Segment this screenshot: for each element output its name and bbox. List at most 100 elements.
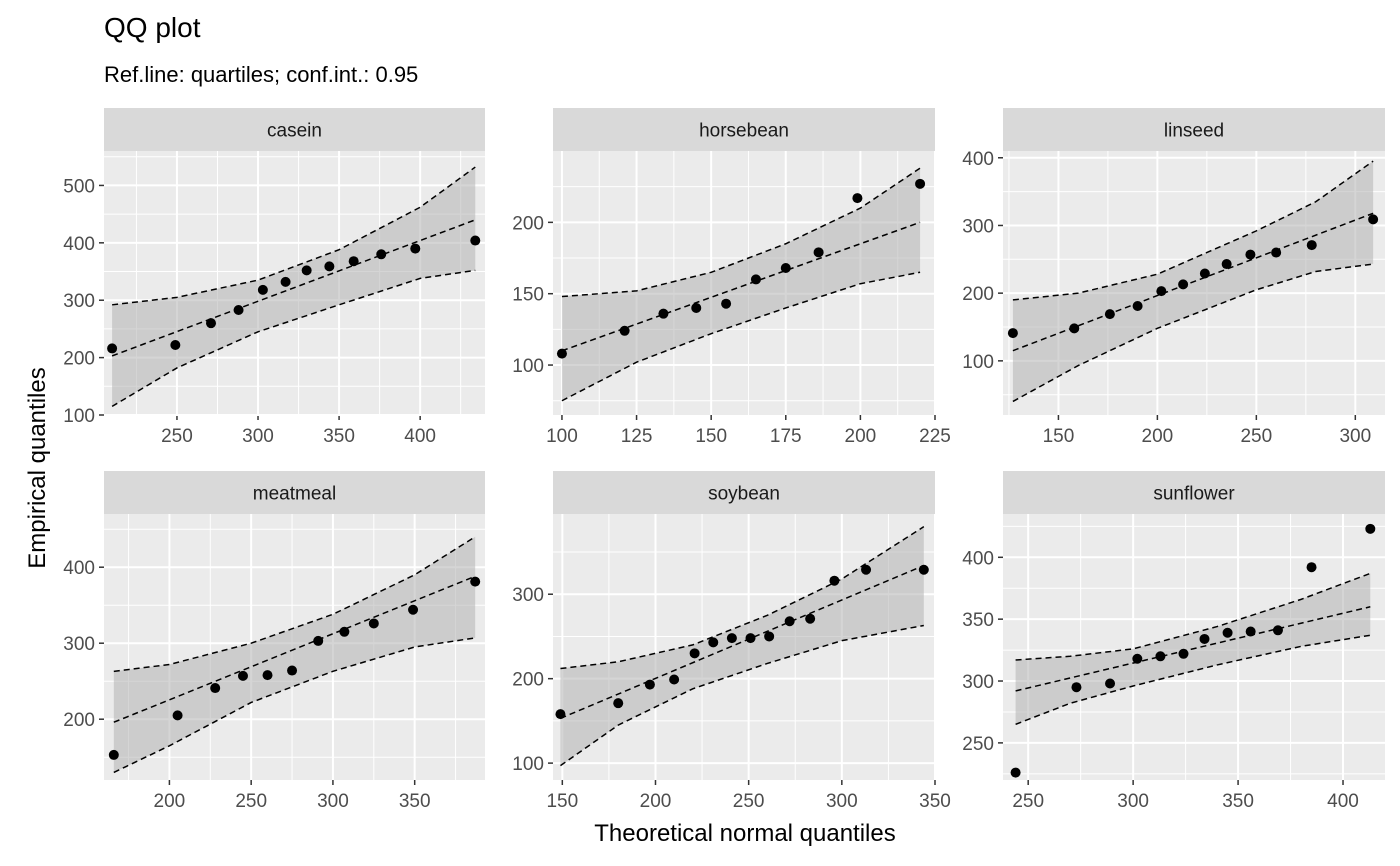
reference-line bbox=[111, 219, 476, 357]
data-point bbox=[1199, 633, 1210, 644]
facet-strip bbox=[1003, 108, 1385, 151]
y-tick-label: 300 bbox=[63, 291, 95, 312]
data-point bbox=[644, 679, 655, 690]
x-tick-label: 400 bbox=[1327, 791, 1359, 812]
data-point bbox=[257, 284, 268, 295]
data-point bbox=[410, 243, 421, 254]
data-point bbox=[1245, 249, 1256, 260]
confidence-band bbox=[561, 168, 921, 401]
data-point bbox=[915, 178, 926, 189]
data-point bbox=[233, 304, 244, 315]
y-tick-label: 100 bbox=[63, 406, 95, 427]
y-tick-label: 100 bbox=[512, 754, 544, 775]
y-tick-label: 150 bbox=[512, 285, 544, 306]
facet-strip bbox=[104, 471, 485, 514]
data-point bbox=[689, 648, 700, 659]
x-tick-label: 350 bbox=[399, 791, 431, 812]
data-point bbox=[408, 604, 419, 615]
band-lower-line bbox=[560, 624, 924, 767]
x-tick-label: 350 bbox=[323, 426, 355, 447]
data-point bbox=[1306, 562, 1317, 573]
x-tick-label: 300 bbox=[242, 426, 274, 447]
chart-subtitle: Ref.line: quartiles; conf.int.: 0.95 bbox=[104, 62, 419, 87]
x-tick-label: 150 bbox=[695, 426, 727, 447]
band-upper-line bbox=[1012, 160, 1374, 301]
data-point bbox=[1104, 309, 1115, 320]
data-point bbox=[1306, 240, 1317, 251]
x-tick-label: 350 bbox=[919, 791, 951, 812]
data-point bbox=[1105, 678, 1116, 689]
band-lower-line bbox=[113, 637, 476, 774]
data-point bbox=[721, 298, 732, 309]
data-point bbox=[852, 193, 863, 204]
data-point bbox=[726, 633, 737, 644]
data-point bbox=[368, 618, 379, 629]
y-tick-label: 200 bbox=[962, 284, 994, 305]
data-point bbox=[1365, 523, 1376, 534]
facet-meatmeal: meatmeal 200 250 300 350 200 300 400 bbox=[63, 471, 485, 812]
x-tick-label: 200 bbox=[640, 791, 672, 812]
x-tick-label: 400 bbox=[404, 426, 436, 447]
data-point bbox=[1132, 301, 1143, 312]
data-point bbox=[1132, 653, 1143, 664]
x-axis-label: Theoretical normal quantiles bbox=[594, 820, 896, 847]
facet-soybean: soybean 150 200 250 300 350 100 200 300 bbox=[512, 471, 951, 812]
data-point bbox=[206, 318, 217, 329]
x-tick-label: 225 bbox=[919, 426, 951, 447]
data-point bbox=[658, 308, 669, 319]
y-tick-label: 300 bbox=[512, 585, 544, 606]
data-point bbox=[172, 710, 183, 721]
x-tick-label: 300 bbox=[1339, 426, 1371, 447]
data-point bbox=[861, 564, 872, 575]
data-point bbox=[287, 665, 298, 676]
data-point bbox=[780, 263, 791, 274]
facet-linseed: linseed 150 200 250 300 100 200 300 400 bbox=[962, 108, 1385, 447]
x-tick-label: 200 bbox=[154, 791, 186, 812]
x-tick-label: 250 bbox=[161, 426, 193, 447]
data-point bbox=[324, 261, 335, 272]
x-tick-label: 150 bbox=[1043, 426, 1075, 447]
band-upper-line bbox=[113, 536, 476, 673]
data-point bbox=[1199, 268, 1210, 279]
y-tick-label: 400 bbox=[63, 234, 95, 255]
data-point bbox=[669, 674, 680, 685]
x-tick-label: 250 bbox=[235, 791, 267, 812]
data-point bbox=[1221, 259, 1232, 270]
band-upper-line bbox=[1015, 572, 1371, 661]
x-tick-label: 250 bbox=[1240, 426, 1272, 447]
x-tick-label: 175 bbox=[770, 426, 802, 447]
data-point bbox=[280, 276, 291, 287]
data-point bbox=[1069, 323, 1080, 334]
x-tick-label: 350 bbox=[1222, 791, 1254, 812]
data-point bbox=[1368, 214, 1379, 225]
band-upper-line bbox=[112, 166, 476, 306]
confidence-band bbox=[560, 526, 924, 766]
data-point bbox=[829, 575, 840, 586]
facet-strip bbox=[1003, 471, 1385, 514]
data-point bbox=[1245, 626, 1256, 637]
facet-strip-label: casein bbox=[267, 121, 322, 142]
y-tick-label: 200 bbox=[512, 213, 544, 234]
data-point bbox=[470, 576, 481, 587]
facet-strip bbox=[553, 471, 935, 514]
band-upper-line bbox=[560, 526, 925, 670]
data-point bbox=[1178, 648, 1189, 659]
data-point bbox=[750, 274, 761, 285]
x-tick-label: 200 bbox=[845, 426, 877, 447]
data-point bbox=[556, 348, 567, 359]
y-tick-label: 250 bbox=[962, 734, 994, 755]
y-tick-label: 100 bbox=[512, 356, 544, 377]
data-point bbox=[237, 670, 248, 681]
data-point bbox=[1071, 682, 1082, 693]
data-point bbox=[1271, 247, 1282, 258]
data-point bbox=[313, 635, 324, 646]
data-point bbox=[613, 698, 624, 709]
data-point bbox=[108, 749, 119, 760]
facet-strip-label: soybean bbox=[708, 484, 780, 505]
y-tick-label: 300 bbox=[63, 634, 95, 655]
data-point bbox=[691, 302, 702, 313]
y-tick-label: 500 bbox=[63, 176, 95, 197]
facet-strip-label: meatmeal bbox=[253, 484, 336, 505]
